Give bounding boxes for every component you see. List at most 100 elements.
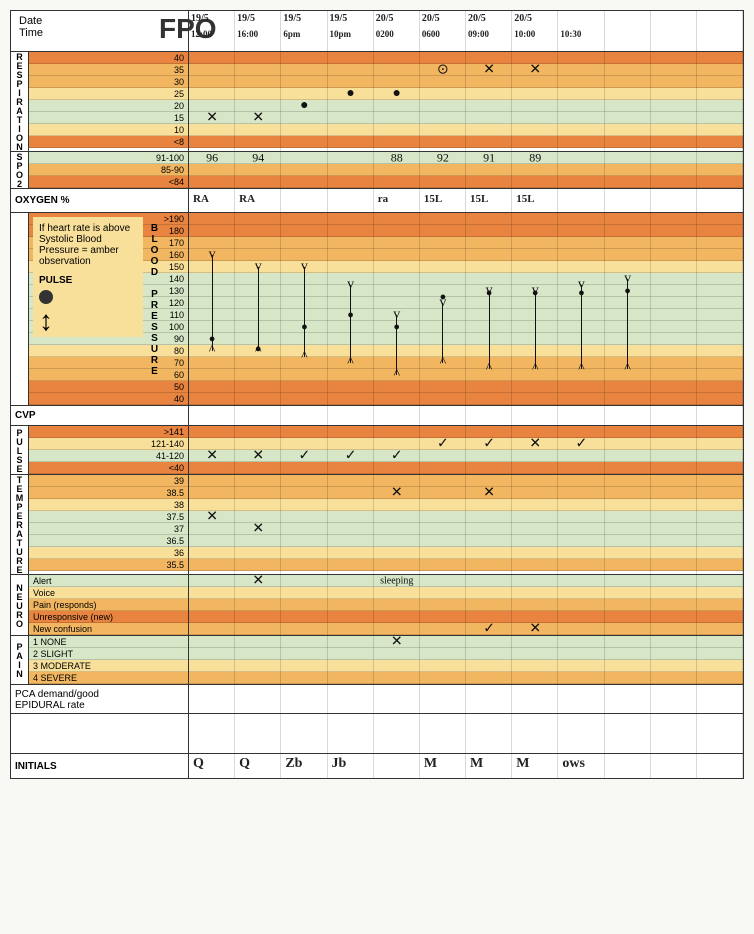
temp-scale: 3938.53837.53736.53635.5 bbox=[29, 475, 189, 574]
scale-row: 3 MODERATE bbox=[29, 660, 188, 672]
bp-note: If heart rate is above Systolic Blood Pr… bbox=[33, 217, 143, 337]
scale-row: 41-120 bbox=[29, 450, 188, 462]
chart-mark: ✓ bbox=[576, 436, 588, 453]
time-label: Time bbox=[19, 27, 180, 39]
chart-mark: ● bbox=[300, 98, 308, 114]
chart-mark: ● bbox=[393, 86, 401, 102]
scale-row: 91-100 bbox=[29, 152, 188, 164]
observation-chart: Date Time FPO 19/512:0019/516:0019/56pm1… bbox=[10, 10, 744, 779]
chart-mark: ✕ bbox=[206, 110, 218, 127]
scale-row: 37.5 bbox=[29, 511, 188, 523]
neuro-label: NEURO bbox=[11, 575, 29, 635]
scale-row: 1 NONE bbox=[29, 636, 188, 648]
respiration-scale: 40353025201510<8 bbox=[29, 52, 189, 151]
scale-row: 4 SEVERE bbox=[29, 672, 188, 684]
pain-scale: 1 NONE2 SLIGHT3 MODERATE4 SEVERE bbox=[29, 636, 189, 684]
scale-row: 10 bbox=[29, 124, 188, 136]
chart-mark: ✕ bbox=[206, 448, 218, 465]
pain-label: PAIN bbox=[11, 636, 29, 684]
spo2-data: 969488929189 bbox=[189, 152, 743, 188]
chart-mark: ✕ bbox=[483, 485, 495, 502]
bp-vert-label: BLOOD PRESSURE bbox=[149, 223, 160, 377]
scale-row: 40 bbox=[29, 52, 188, 64]
cvp-label: CVP bbox=[11, 406, 189, 425]
scale-row: 37 bbox=[29, 523, 188, 535]
initials-label: INITIALS bbox=[11, 754, 189, 778]
chart-mark: ✕ bbox=[252, 448, 264, 465]
respiration-label: RESPIRATION bbox=[11, 52, 29, 151]
scale-row: <8 bbox=[29, 136, 188, 148]
chart-mark: ✕ bbox=[391, 634, 403, 651]
scale-row: <84 bbox=[29, 176, 188, 188]
scale-row: 30 bbox=[29, 76, 188, 88]
pca-section: PCA demand/good EPIDURAL rate bbox=[11, 685, 743, 714]
pulse-icon bbox=[39, 290, 53, 304]
spo2-section: SPO2 91-10085-90<84 969488929189 bbox=[11, 152, 743, 189]
temp-label: TEMPERATURE bbox=[11, 475, 29, 574]
chart-mark: ✓ bbox=[437, 436, 449, 453]
chart-mark: ⊙ bbox=[437, 62, 449, 79]
bp-arrow-icon: ↕ bbox=[39, 311, 137, 331]
chart-mark: ✕ bbox=[483, 62, 495, 79]
scale-row: 2 SLIGHT bbox=[29, 648, 188, 660]
scale-row: 36.5 bbox=[29, 535, 188, 547]
pain-data: ✕ bbox=[189, 636, 743, 684]
chart-mark: ✕ bbox=[206, 509, 218, 526]
chart-mark: ✓ bbox=[299, 448, 311, 465]
bp-scale: If heart rate is above Systolic Blood Pr… bbox=[29, 213, 189, 405]
spo2-scale: 91-10085-90<84 bbox=[29, 152, 189, 188]
scale-row: Alert bbox=[29, 575, 188, 587]
chart-mark: ● bbox=[346, 86, 354, 102]
scale-row: Voice bbox=[29, 587, 188, 599]
bp-section: If heart rate is above Systolic Blood Pr… bbox=[11, 213, 743, 406]
pca-data bbox=[189, 685, 743, 713]
header-row: Date Time FPO 19/512:0019/516:0019/56pm1… bbox=[11, 11, 743, 52]
oxygen-section: OXYGEN % RARAra15L15L15L bbox=[11, 189, 743, 213]
scale-row: New confusion bbox=[29, 623, 188, 635]
scale-row: Unresponsive (new) bbox=[29, 611, 188, 623]
blank-section bbox=[11, 714, 743, 754]
blank-left bbox=[11, 714, 189, 754]
pca-line-1: EPIDURAL rate bbox=[15, 700, 85, 711]
scale-row: 36 bbox=[29, 547, 188, 559]
bp-spacer bbox=[11, 213, 29, 405]
pulse-scale: >141121-14041-120<40 bbox=[29, 426, 189, 474]
neuro-scale: AlertVoicePain (responds)Unresponsive (n… bbox=[29, 575, 189, 635]
chart-mark: ✕ bbox=[529, 62, 541, 79]
temp-data: ✕ ✕ ✕ ✕ bbox=[189, 475, 743, 574]
chart-mark: ✓ bbox=[483, 621, 495, 638]
scale-row: >141 bbox=[29, 426, 188, 438]
scale-row: 35.5 bbox=[29, 559, 188, 571]
temp-section: TEMPERATURE 3938.53837.53736.53635.5 ✕✕✕… bbox=[11, 475, 743, 575]
chart-mark: ✕ bbox=[252, 110, 264, 127]
bp-data: v^●v^●v^●v^●v^●v^●v^●v^●v^●v^● bbox=[189, 213, 743, 405]
cvp-section: CVP bbox=[11, 406, 743, 426]
scale-row: 121-140 bbox=[29, 438, 188, 450]
oxygen-data: RARAra15L15L15L bbox=[189, 189, 743, 212]
date-label: Date bbox=[19, 15, 180, 27]
pulse-section: PULSE >141121-14041-120<40 ✕✕✓✓✓✓✓✕✓ bbox=[11, 426, 743, 475]
scale-row: <40 bbox=[29, 462, 188, 474]
spo2-label: SPO2 bbox=[11, 152, 29, 188]
scale-row: 20 bbox=[29, 100, 188, 112]
pain-section: PAIN 1 NONE2 SLIGHT3 MODERATE4 SEVERE ✕ bbox=[11, 636, 743, 685]
chart-mark: sleeping bbox=[380, 576, 413, 587]
cvp-data bbox=[189, 406, 743, 425]
neuro-section: NEURO AlertVoicePain (responds)Unrespons… bbox=[11, 575, 743, 636]
scale-row: 25 bbox=[29, 88, 188, 100]
scale-row: Pain (responds) bbox=[29, 599, 188, 611]
scale-row: 38 bbox=[29, 499, 188, 511]
initials-section: INITIALS QQZbJbMMMows bbox=[11, 754, 743, 778]
header-data: FPO 19/512:0019/516:0019/56pm19/510pm20/… bbox=[189, 11, 743, 51]
chart-mark: ✓ bbox=[345, 448, 357, 465]
respiration-section: RESPIRATION 40353025201510<8 ✕ ✕ ● ● ● ⊙ ✕ ✕ bbox=[11, 52, 743, 152]
chart-mark: ✕ bbox=[529, 436, 541, 453]
bp-note-text: If heart rate is above Systolic Blood Pr… bbox=[39, 223, 137, 267]
chart-mark: ✕ bbox=[529, 621, 541, 638]
blank-data bbox=[189, 714, 743, 753]
chart-mark: ✕ bbox=[252, 521, 264, 538]
chart-mark: ✕ bbox=[391, 485, 403, 502]
respiration-data: ✕ ✕ ● ● ● ⊙ ✕ ✕ bbox=[189, 52, 743, 151]
scale-row: 39 bbox=[29, 475, 188, 487]
oxygen-label: OXYGEN % bbox=[11, 189, 189, 212]
